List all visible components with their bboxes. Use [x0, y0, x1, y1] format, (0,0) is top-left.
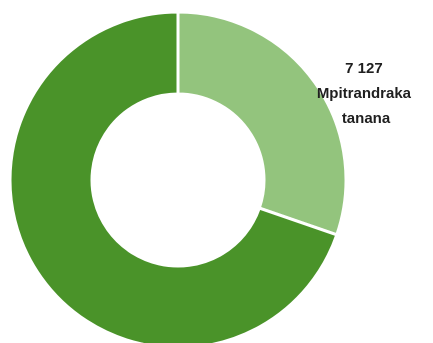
- donut-slice-1: [176, 10, 348, 237]
- slice-label-line-2: Mpitrandraka: [317, 85, 412, 102]
- chart-slices: [8, 10, 348, 343]
- slice-label-line-3: tanana: [342, 110, 391, 127]
- slice-label-line-1: 7 127: [345, 60, 383, 77]
- slice-label: 7 127 Mpitrandraka tanana: [317, 60, 415, 127]
- donut-slice-2: [8, 10, 339, 343]
